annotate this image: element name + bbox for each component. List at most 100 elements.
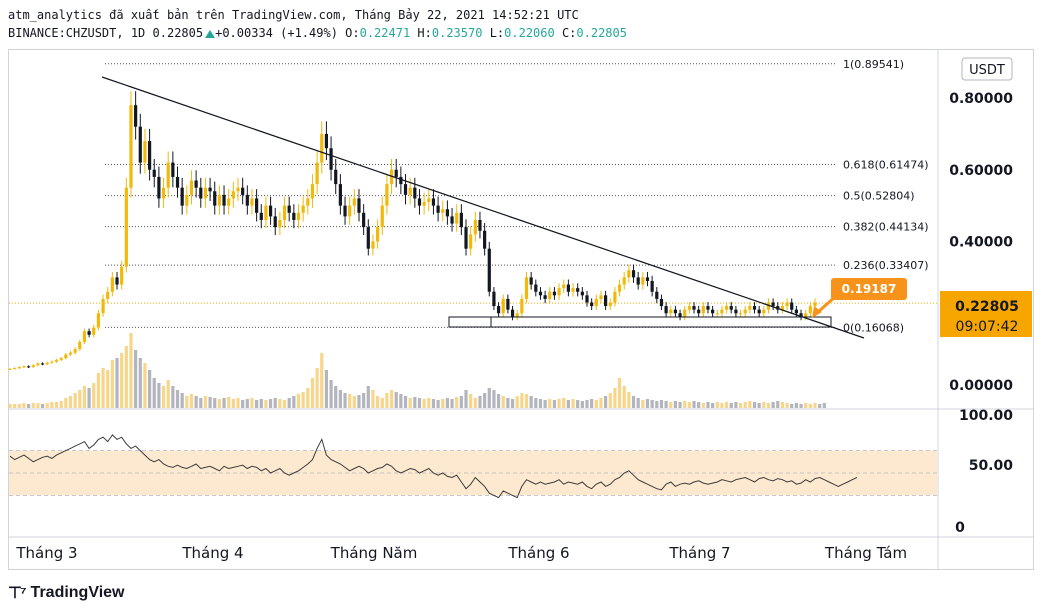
volume-bar bbox=[687, 402, 691, 408]
volume-bar bbox=[748, 401, 752, 408]
chart-frame bbox=[8, 49, 1034, 570]
volume-bar bbox=[752, 402, 757, 408]
volume-bar bbox=[520, 393, 524, 408]
volume-bar bbox=[138, 358, 142, 408]
volume-bar bbox=[166, 380, 170, 408]
volume-bar bbox=[399, 394, 403, 408]
volume-bar bbox=[636, 398, 640, 408]
volume-bar bbox=[389, 390, 394, 408]
high-value: 0.23570 bbox=[431, 26, 483, 40]
candle-body bbox=[510, 309, 515, 317]
candle-body bbox=[552, 291, 557, 296]
candle-body bbox=[808, 306, 812, 314]
candle-body bbox=[594, 298, 598, 307]
volume-bar bbox=[92, 383, 96, 408]
rsi-tick-label: 0 bbox=[955, 520, 965, 536]
volume-bar bbox=[315, 368, 319, 408]
price-tick-label: 0.40000 bbox=[949, 235, 1013, 251]
candle-body bbox=[562, 284, 566, 289]
candle-body bbox=[650, 280, 654, 292]
price-tick-label: 0.00000 bbox=[949, 378, 1013, 394]
volume-bar bbox=[329, 380, 333, 408]
candle-body bbox=[752, 306, 757, 310]
candle-body bbox=[608, 302, 612, 307]
volume-bar bbox=[73, 393, 77, 408]
volume-bar bbox=[562, 398, 566, 408]
candle-body bbox=[445, 209, 449, 217]
tradingview-logo[interactable]: ⊤⁷ TradingView bbox=[8, 583, 125, 603]
volume-bar bbox=[822, 403, 826, 408]
volume-bar bbox=[78, 390, 82, 408]
annotation-badge[interactable] bbox=[831, 278, 907, 300]
up-arrow-icon bbox=[205, 29, 216, 38]
volume-bar bbox=[54, 402, 59, 408]
current-price-label: 0.22805 bbox=[955, 299, 1019, 315]
volume-bar bbox=[441, 399, 445, 408]
candle-body bbox=[394, 169, 398, 177]
candle-body bbox=[124, 187, 128, 267]
candle-body bbox=[22, 366, 26, 368]
time-tick-label: Tháng 7 bbox=[668, 544, 730, 562]
candle-body bbox=[757, 309, 761, 314]
candle-body bbox=[13, 368, 17, 370]
volume-bar bbox=[101, 368, 105, 408]
volume-bar bbox=[608, 393, 612, 408]
candle-body bbox=[250, 198, 254, 206]
candle-body bbox=[68, 352, 73, 355]
candle-body bbox=[217, 194, 221, 206]
volume-bar bbox=[413, 397, 417, 408]
candle-body bbox=[548, 291, 552, 299]
volume-bar bbox=[757, 403, 761, 408]
volume-bar bbox=[543, 400, 547, 408]
volume-bar bbox=[431, 399, 436, 408]
volume-bar bbox=[496, 394, 501, 408]
candle-body bbox=[194, 180, 198, 188]
candle-body bbox=[138, 126, 142, 163]
candle-body bbox=[678, 313, 682, 317]
countdown-label: 09:07:42 bbox=[956, 319, 1019, 335]
candle-body bbox=[799, 313, 803, 317]
volume-bar bbox=[459, 396, 463, 408]
candle-body bbox=[264, 205, 268, 220]
candle-body bbox=[557, 288, 561, 296]
candle-body bbox=[92, 327, 96, 335]
candle-body bbox=[8, 368, 12, 370]
volume-bar bbox=[129, 333, 133, 408]
volume-bar bbox=[110, 360, 114, 408]
volume-bar bbox=[776, 401, 780, 408]
candle-body bbox=[78, 341, 82, 350]
support-zone-box[interactable] bbox=[448, 316, 832, 328]
currency-badge[interactable] bbox=[961, 57, 1013, 81]
candle-body bbox=[50, 361, 54, 363]
candle-body bbox=[245, 194, 249, 206]
candle-body bbox=[96, 313, 101, 328]
candle-body bbox=[324, 133, 329, 149]
volume-bar bbox=[780, 402, 785, 408]
candle-body bbox=[431, 198, 436, 206]
volume-bar bbox=[366, 386, 370, 408]
volume-bar bbox=[120, 353, 124, 408]
volume-bar bbox=[380, 398, 384, 408]
volume-bar bbox=[385, 393, 389, 408]
candle-body bbox=[515, 313, 519, 317]
candle-body bbox=[771, 302, 775, 307]
candle-body bbox=[110, 277, 114, 292]
price-tick-label: 0.80000 bbox=[949, 91, 1013, 107]
candle-body bbox=[659, 298, 664, 307]
volume-bar bbox=[455, 397, 459, 408]
volume-bar bbox=[27, 404, 31, 408]
current-price-tag bbox=[940, 291, 1032, 337]
volume-bar bbox=[678, 402, 682, 408]
volume-bar bbox=[617, 378, 622, 408]
candle-body bbox=[236, 187, 240, 192]
fib-level-label: 0.236(0.33407) bbox=[843, 259, 929, 272]
candle-body bbox=[804, 313, 808, 317]
volume-bar bbox=[222, 398, 226, 408]
candle-body bbox=[780, 306, 785, 310]
fib-level-label: 1(0.89541) bbox=[843, 58, 904, 71]
candle-body bbox=[73, 349, 77, 353]
volume-bar bbox=[734, 402, 738, 408]
descending-trendline[interactable] bbox=[101, 76, 865, 339]
volume-bar bbox=[334, 386, 338, 408]
